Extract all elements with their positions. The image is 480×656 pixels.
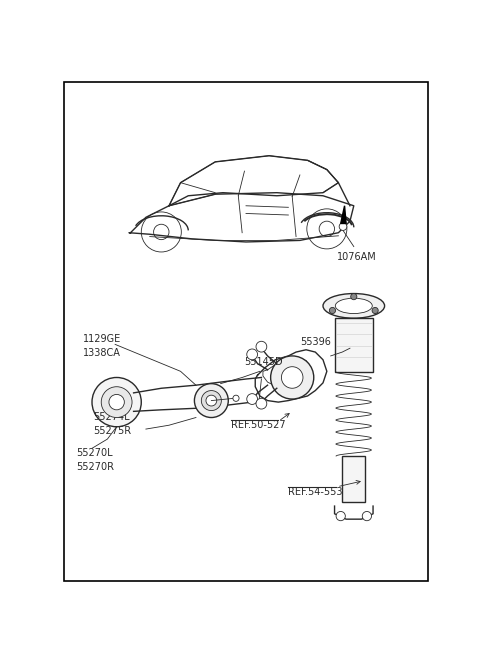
Circle shape [329,308,336,314]
Text: REF.50-527: REF.50-527 [230,420,285,430]
Circle shape [339,222,347,230]
Circle shape [247,349,258,359]
Circle shape [281,367,303,388]
Circle shape [206,395,217,406]
Text: 55145D: 55145D [244,357,283,367]
Text: 55274L
55275R: 55274L 55275R [94,412,132,436]
Circle shape [372,308,378,314]
Text: 1129GE
1338CA: 1129GE 1338CA [83,335,121,358]
Circle shape [109,394,124,410]
Text: 55270L
55270R: 55270L 55270R [77,448,115,472]
Bar [342,456,365,502]
Ellipse shape [336,298,372,314]
Circle shape [336,512,345,521]
Circle shape [351,293,357,300]
Circle shape [101,387,132,417]
Text: 55396: 55396 [300,337,331,346]
Polygon shape [341,206,346,224]
Text: 1076AM: 1076AM [337,252,377,262]
Circle shape [256,398,267,409]
Circle shape [256,341,267,352]
Circle shape [201,390,221,411]
Text: REF.54-553: REF.54-553 [288,487,343,497]
Circle shape [92,377,141,427]
Circle shape [362,512,372,521]
Circle shape [233,395,239,401]
Ellipse shape [323,293,384,318]
Circle shape [247,394,258,405]
Circle shape [271,356,314,399]
Bar [335,318,373,372]
Circle shape [194,384,228,417]
